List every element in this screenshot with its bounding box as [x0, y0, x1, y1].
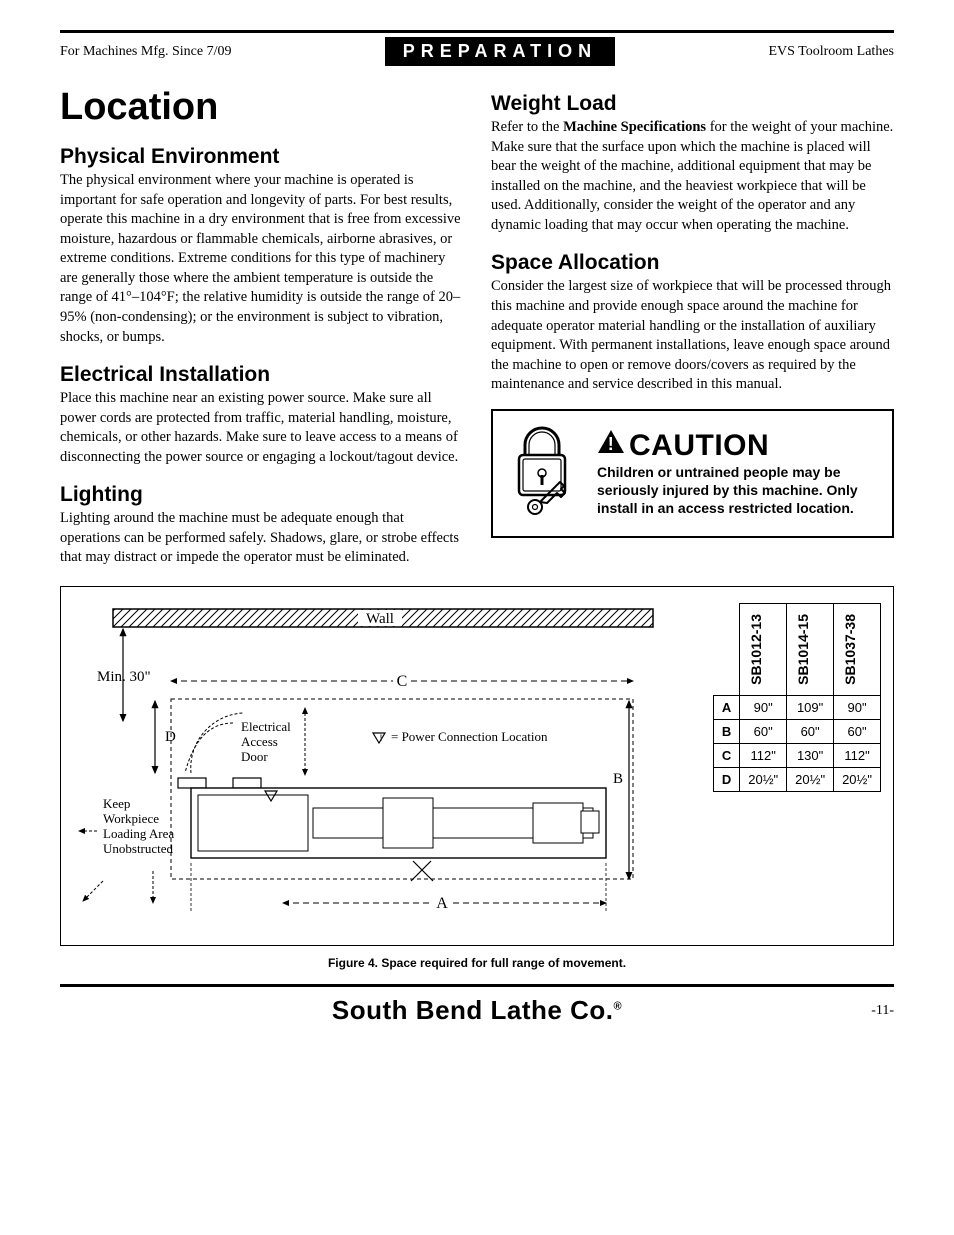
- keep-label-2: Workpiece: [103, 811, 159, 826]
- header-right-text: EVS Toolroom Lathes: [768, 44, 894, 60]
- section-body-space: Consider the largest size of workpiece t…: [491, 277, 894, 394]
- keep-label-1: Keep: [103, 796, 130, 811]
- model-col-1: SB1014-15: [787, 604, 834, 696]
- warning-triangle-icon: !: [597, 429, 625, 463]
- power-legend: ! = Power Connection Location: [373, 729, 548, 744]
- dim-c-label: C: [397, 673, 408, 690]
- caution-text: ! CAUTION Children or untrained people m…: [597, 429, 880, 518]
- figure-caption: Figure 4. Space required for full range …: [60, 956, 894, 970]
- clearance-diagram: Wall Min. 30" C D Electrical Access Door: [73, 603, 695, 933]
- content-columns: Location Physical Environment The physic…: [60, 86, 894, 568]
- keep-label-4: Unobstructed: [103, 841, 174, 856]
- caution-body-text: Children or untrained people may be seri…: [597, 463, 880, 518]
- top-rule: [60, 30, 894, 33]
- right-column: Weight Load Refer to the Machine Specifi…: [491, 86, 894, 568]
- section-body-physical: The physical environment where your mach…: [60, 171, 463, 347]
- caution-title-text: CAUTION: [629, 429, 769, 463]
- table-row: D 20½" 20½" 20½": [713, 767, 880, 791]
- footer-brand: South Bend Lathe Co.®: [120, 995, 834, 1026]
- model-col-0: SB1012-13: [740, 604, 787, 696]
- section-heading-lighting: Lighting: [60, 483, 463, 507]
- svg-text:!: !: [608, 434, 615, 454]
- page-header: For Machines Mfg. Since 7/09 PREPARATION…: [60, 37, 894, 66]
- electrical-label-1: Electrical: [241, 719, 291, 734]
- header-left-text: For Machines Mfg. Since 7/09: [60, 44, 231, 60]
- section-body-lighting: Lighting around the machine must be adeq…: [60, 509, 463, 568]
- section-heading-electrical: Electrical Installation: [60, 363, 463, 387]
- page-title: Location: [60, 86, 463, 129]
- left-column: Location Physical Environment The physic…: [60, 86, 463, 568]
- caution-box: ! CAUTION Children or untrained people m…: [491, 409, 894, 538]
- svg-text:!: !: [380, 733, 383, 743]
- section-heading-space: Space Allocation: [491, 251, 894, 275]
- padlock-icon: [505, 421, 585, 526]
- bottom-rule: [60, 984, 894, 987]
- svg-text:= Power Connection Location: = Power Connection Location: [391, 729, 548, 744]
- page-footer: South Bend Lathe Co.® -11-: [60, 995, 894, 1026]
- min30-label: Min. 30": [97, 669, 151, 685]
- figure-box: Wall Min. 30" C D Electrical Access Door: [60, 586, 894, 946]
- caution-title: ! CAUTION: [597, 429, 880, 463]
- electrical-label-3: Door: [241, 749, 268, 764]
- table-row: A 90" 109" 90": [713, 695, 880, 719]
- model-col-2: SB1037-38: [834, 604, 881, 696]
- dim-a-label: A: [436, 895, 448, 912]
- dim-b-label: B: [613, 771, 623, 787]
- section-body-electrical: Place this machine near an existing powe…: [60, 389, 463, 467]
- header-center-badge: PREPARATION: [385, 37, 615, 66]
- table-row: C 112" 130" 112": [713, 743, 880, 767]
- figure-inner: Wall Min. 30" C D Electrical Access Door: [73, 603, 881, 933]
- dimension-table: SB1012-13 SB1014-15 SB1037-38 A 90" 109"…: [713, 603, 881, 792]
- section-body-weight: Refer to the Machine Specifications for …: [491, 118, 894, 235]
- electrical-label-2: Access: [241, 734, 278, 749]
- section-heading-physical: Physical Environment: [60, 145, 463, 169]
- keep-label-3: Loading Area: [103, 826, 174, 841]
- section-heading-weight: Weight Load: [491, 92, 894, 116]
- dim-d-label: D: [165, 729, 176, 745]
- footer-page-number: -11-: [834, 1003, 894, 1019]
- wall-label: Wall: [366, 611, 394, 627]
- table-row: B 60" 60" 60": [713, 719, 880, 743]
